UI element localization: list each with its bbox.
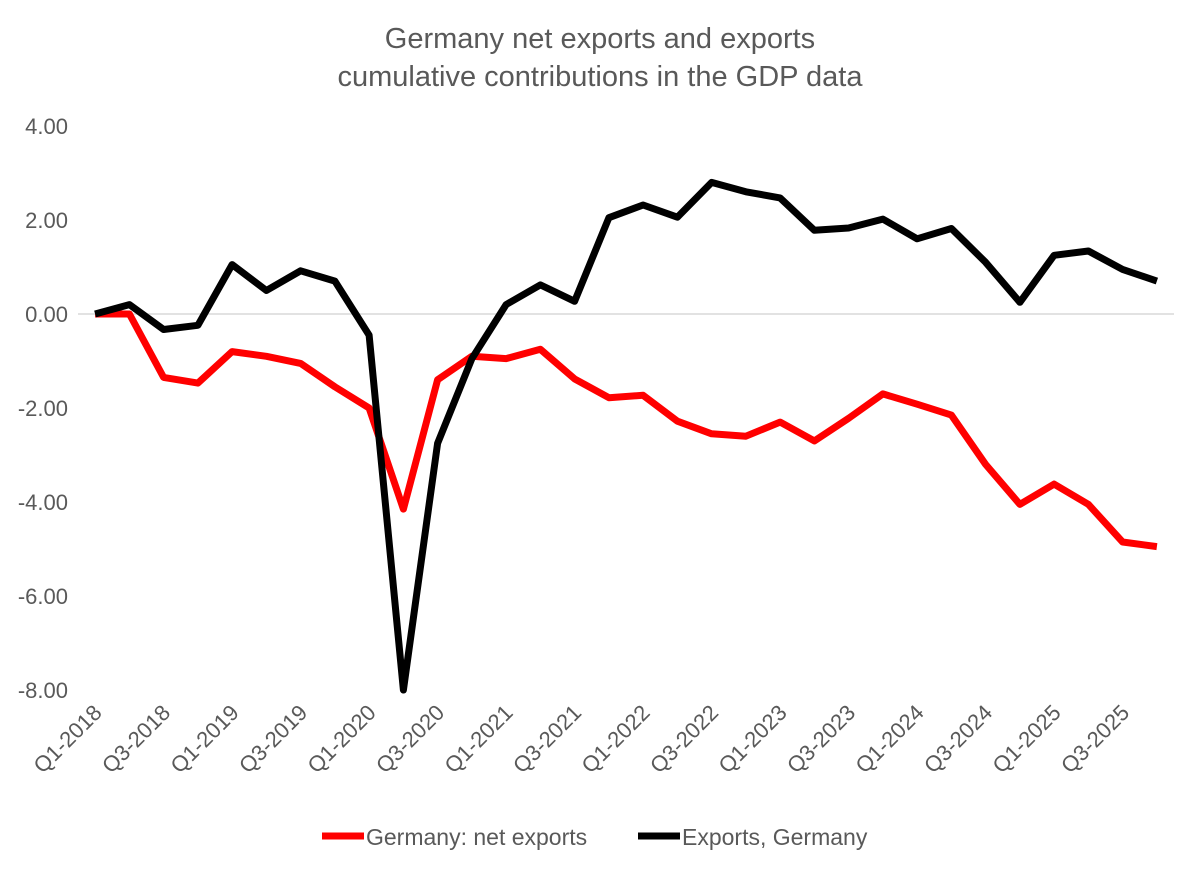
series-layer (94, 178, 1159, 694)
x-tick-label: Q1-2018 (28, 700, 106, 778)
x-tick-label: Q1-2020 (302, 700, 380, 778)
y-tick-label: 2.00 (25, 208, 68, 233)
x-tick-label: Q1-2019 (165, 700, 243, 778)
y-tick-label: -6.00 (18, 584, 68, 609)
legend-label-net-exports: Germany: net exports (366, 824, 587, 850)
y-tick-label: 0.00 (25, 302, 68, 327)
x-tick-label: Q3-2024 (919, 700, 997, 778)
x-tick-label: Q1-2024 (850, 700, 928, 778)
legend-label-exports: Exports, Germany (682, 824, 868, 850)
x-tick-label: Q3-2020 (371, 700, 449, 778)
y-axis: 4.00 2.00 0.00 -2.00 -4.00 -6.00 -8.00 (18, 114, 68, 703)
series-line-net-exports (95, 310, 1158, 551)
chart-title-line-1: Germany net exports and exports (385, 23, 815, 55)
x-tick-label: Q1-2021 (439, 700, 517, 778)
x-tick-label: Q3-2018 (97, 700, 175, 778)
x-tick-label: Q3-2019 (234, 700, 312, 778)
legend: Germany: net exports Exports, Germany (322, 824, 868, 850)
x-tick-label: Q3-2022 (645, 700, 723, 778)
y-tick-label: -8.00 (18, 678, 68, 703)
x-axis: Q1-2018Q3-2018Q1-2019Q3-2019Q1-2020Q3-20… (28, 700, 1134, 778)
x-tick-label: Q3-2023 (782, 700, 860, 778)
x-tick-label: Q1-2022 (576, 700, 654, 778)
x-tick-label: Q1-2023 (713, 700, 791, 778)
x-tick-label: Q3-2025 (1056, 700, 1134, 778)
x-tick-label: Q1-2025 (987, 700, 1065, 778)
chart-title-line-2: cumulative contributions in the GDP data (338, 61, 864, 93)
series-line-exports (94, 178, 1159, 694)
y-tick-label: -2.00 (18, 396, 68, 421)
y-tick-label: 4.00 (25, 114, 68, 139)
y-tick-label: -4.00 (18, 490, 68, 515)
x-tick-label: Q3-2021 (508, 700, 586, 778)
